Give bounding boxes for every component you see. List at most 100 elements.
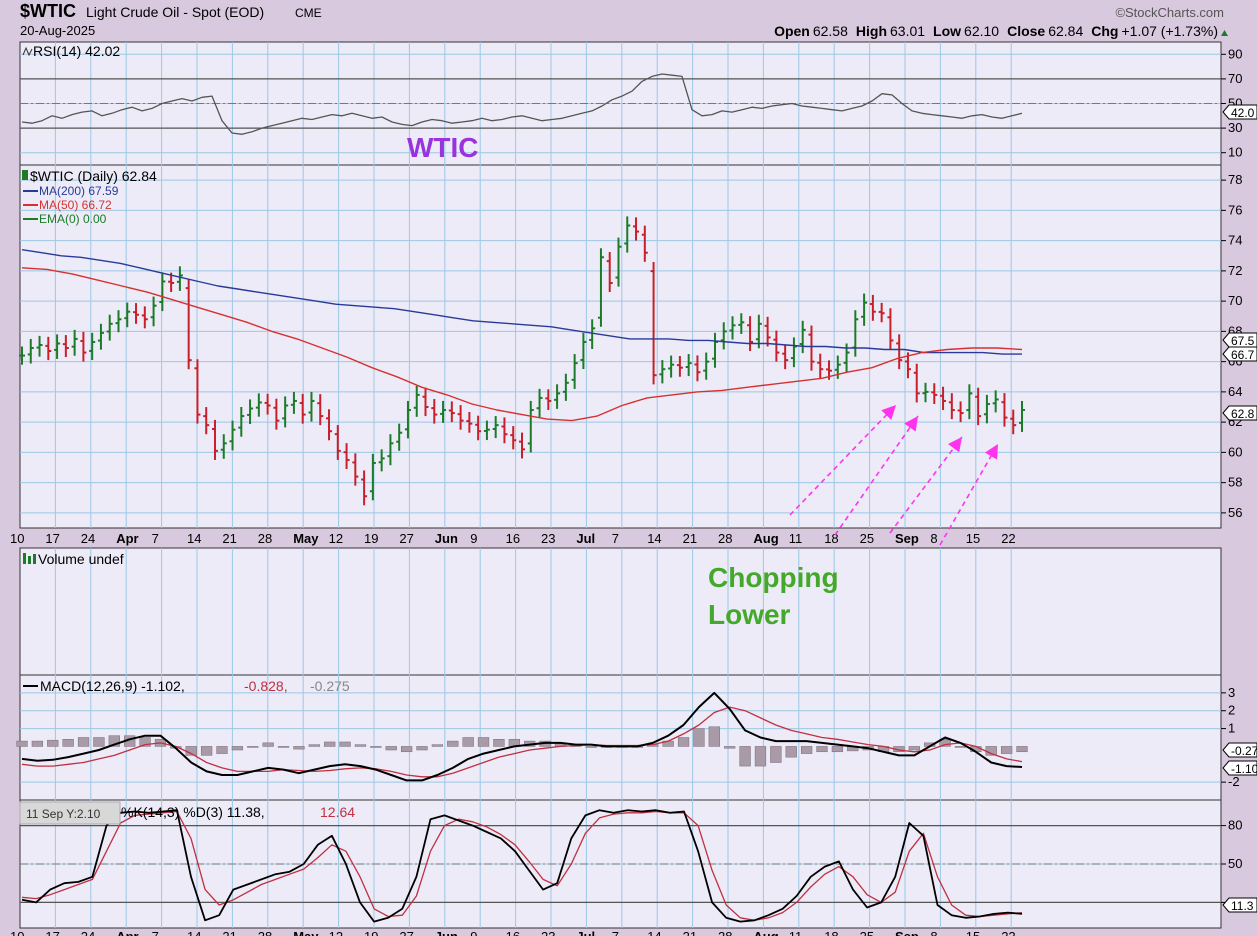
sto-xtick: 8 <box>930 929 937 936</box>
macd-histogram-bar <box>339 741 351 747</box>
ma50-line <box>21 267 1023 422</box>
stoch-k-line <box>21 809 1023 923</box>
arrow-head-icon <box>904 416 918 432</box>
chart-tooltip: 11 Sep Y:2.10 <box>26 807 101 821</box>
macd-histogram-bar <box>431 744 444 747</box>
macd-histogram-bar <box>370 746 382 748</box>
sto-xtick: 19 <box>364 929 378 936</box>
price-legend-item: MA(50) 66.72 <box>39 198 112 212</box>
stoch-last-value: 11.3 <box>1231 899 1254 913</box>
price-ytick-label: 56 <box>1228 505 1242 520</box>
sto-xtick: 22 <box>1001 929 1015 936</box>
ma200-line <box>21 249 1022 355</box>
price-legend-item: MA(200) 67.59 <box>39 184 119 198</box>
low-value: 62.10 <box>964 23 999 39</box>
sto-xtick: Apr <box>116 929 138 936</box>
sto-xtick: 12 <box>329 929 343 936</box>
price-xtick: 9 <box>470 531 477 546</box>
sto-xtick: 27 <box>399 929 413 936</box>
stoch-d-legend: 12.64 <box>320 804 355 820</box>
price-ytick-label: 78 <box>1228 172 1242 187</box>
macd-hist-last-value: -0.275 <box>1231 744 1257 758</box>
vol-panel <box>19 547 1222 676</box>
macd-histogram-bar <box>462 737 474 747</box>
macd-histogram-bar <box>400 746 413 753</box>
macd-histogram-bar <box>139 737 151 747</box>
price-xtick: 22 <box>1001 531 1015 546</box>
macd-line <box>21 691 1023 782</box>
macd-histogram-bar <box>724 746 736 749</box>
macd-histogram-bar <box>416 746 428 751</box>
price-xtick: 7 <box>152 531 159 546</box>
macd-histogram-bar <box>324 741 336 747</box>
macd-ytick-label: 1 <box>1228 721 1235 736</box>
macd-histogram-bar <box>31 740 44 747</box>
price-xtick: Jul <box>576 531 595 546</box>
sto-xtick: 21 <box>683 929 697 936</box>
sto-xtick: May <box>293 929 319 936</box>
macd-histogram-bar <box>739 746 751 767</box>
price-ytick-label: 64 <box>1228 384 1242 399</box>
high-value: 63.01 <box>890 23 925 39</box>
price-xtick: 19 <box>364 531 378 546</box>
ma200-last-value-bg <box>1222 332 1257 348</box>
macd-histogram-bar <box>262 742 274 747</box>
sto-xtick: 7 <box>152 929 159 936</box>
arrow-head-icon <box>984 444 998 460</box>
macd-histogram-bar <box>493 739 505 747</box>
open-value: 62.58 <box>813 23 848 39</box>
dashed-arrow <box>939 443 999 546</box>
sto-xtick: Jul <box>576 929 595 936</box>
price-xtick: 12 <box>329 531 343 546</box>
sto-xtick: Aug <box>753 929 778 936</box>
price-last-value: 62.8 <box>1231 407 1255 421</box>
price-xtick: May <box>293 531 319 546</box>
sto-xtick: 24 <box>81 929 95 936</box>
rsi-ytick-label: 10 <box>1228 145 1242 160</box>
rsi-ytick-label: 70 <box>1228 71 1242 86</box>
macd-ytick-label: 3 <box>1228 685 1235 700</box>
macd-histogram-bar <box>708 726 720 747</box>
price-xtick: 25 <box>860 531 874 546</box>
macd-histogram-bar <box>785 746 797 758</box>
price-xtick: Sep <box>895 531 919 546</box>
rsi-legend: RSI(14) 42.02 <box>33 43 120 59</box>
chg-value: +1.07 (+1.73%) <box>1121 23 1218 39</box>
price-xtick: 8 <box>930 531 937 546</box>
bar-legend-icon <box>22 170 28 180</box>
macd-signal-legend: -0.828, <box>244 678 288 694</box>
sto-xtick: 16 <box>506 929 520 936</box>
sto-xtick: 10 <box>10 929 24 936</box>
price-xtick: 15 <box>966 531 980 546</box>
macd-last-value-bg <box>1222 760 1257 776</box>
macd-histogram-bar <box>1016 746 1028 753</box>
dashed-arrow <box>789 404 897 516</box>
price-ytick-label: 70 <box>1228 293 1242 308</box>
sto-ytick-label: 50 <box>1228 856 1242 871</box>
volume-legend-icon <box>23 553 26 564</box>
sto-xtick: 18 <box>824 929 838 936</box>
price-xtick: 11 <box>789 531 803 546</box>
sto-xtick: 28 <box>258 929 272 936</box>
sto-xtick: 11 <box>789 929 803 936</box>
sto-xtick: 17 <box>45 929 59 936</box>
sto-xtick: 9 <box>470 929 477 936</box>
macd-panel <box>19 674 1222 801</box>
macd-histogram-bar <box>93 737 105 747</box>
stoch-legend: %K(14,3) %D(3) 11.38, <box>121 804 265 820</box>
price-xtick: 21 <box>683 531 697 546</box>
price-xtick: Jun <box>435 531 458 546</box>
rsi-ytick-label: 30 <box>1228 120 1242 135</box>
ma200-last-value: 67.5 <box>1231 334 1255 348</box>
price-ytick-label: 58 <box>1228 475 1242 490</box>
sto-xtick: Sep <box>895 929 919 936</box>
price-xtick: 28 <box>718 531 732 546</box>
macd-histogram-bar <box>693 728 705 747</box>
macd-histogram-bar <box>1000 746 1013 754</box>
rsi-last-value-bg <box>1222 104 1257 120</box>
sto-xtick: 14 <box>647 929 661 936</box>
price-xtick: 16 <box>506 531 520 546</box>
low-label: Low <box>933 23 961 39</box>
chart-date: 20-Aug-2025 <box>20 23 95 38</box>
